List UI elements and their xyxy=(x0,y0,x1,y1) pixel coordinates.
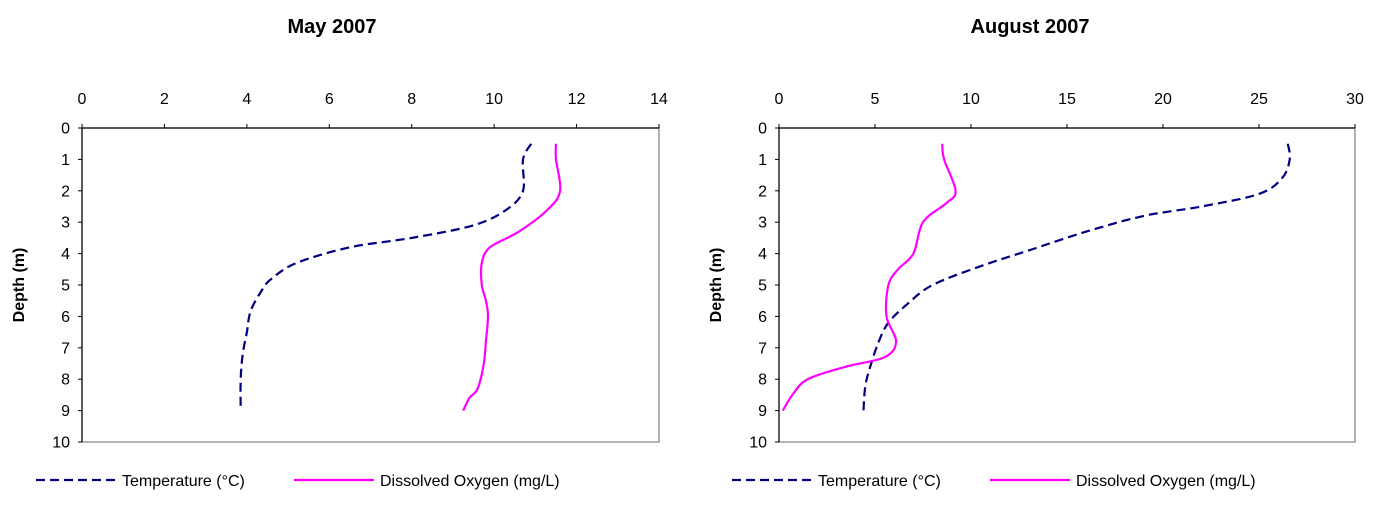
y-tick-label: 9 xyxy=(61,403,70,420)
plot-area xyxy=(81,127,660,443)
x-tick-label: 14 xyxy=(650,91,668,108)
y-tick-label: 1 xyxy=(758,152,767,169)
x-tick-label: 4 xyxy=(242,91,251,108)
x-tick-label: 15 xyxy=(1058,91,1076,108)
y-tick-label: 5 xyxy=(61,278,70,295)
y-tick-label: 8 xyxy=(758,372,767,389)
y-tick-label: 6 xyxy=(61,309,70,326)
series-line-dissolved-oxygen xyxy=(781,143,957,412)
series-line-dissolved-oxygen xyxy=(462,143,562,412)
y-tick-label: 3 xyxy=(758,215,767,232)
y-tick-label: 2 xyxy=(758,183,767,200)
y-tick-label: 10 xyxy=(52,435,70,452)
legend: Temperature (°C) Dissolved Oxygen (mg/L) xyxy=(36,473,560,490)
y-tick-label: 3 xyxy=(61,215,70,232)
x-tick-label: 10 xyxy=(962,91,980,108)
x-tick-label: 8 xyxy=(407,91,416,108)
x-tick-label: 30 xyxy=(1346,91,1364,108)
y-tick-label: 1 xyxy=(61,152,70,169)
x-tick-label: 2 xyxy=(160,91,169,108)
y-tick-label: 10 xyxy=(749,435,767,452)
y-tick-label: 5 xyxy=(758,278,767,295)
chart-2: August 2007 0 5 10 15 20 25 30 0 1 2 3 4 5 6 7 8 9 10 Depth… xyxy=(708,16,1364,490)
y-axis-label: Depth (m) xyxy=(708,248,725,323)
y-tick-label: 0 xyxy=(61,121,70,138)
y-tick-label: 7 xyxy=(61,340,70,357)
y-axis-label: Depth (m) xyxy=(11,248,28,323)
legend-label: Dissolved Oxygen (mg/L) xyxy=(380,473,560,490)
x-tick-label: 5 xyxy=(871,91,880,108)
x-tick-label: 0 xyxy=(78,91,87,108)
y-tick-label: 9 xyxy=(758,403,767,420)
y-tick-label: 6 xyxy=(758,309,767,326)
x-tick-label: 0 xyxy=(775,91,784,108)
y-tick-label: 0 xyxy=(758,121,767,138)
chart-title: August 2007 xyxy=(971,16,1090,38)
legend: Temperature (°C) Dissolved Oxygen (mg/L) xyxy=(732,473,1256,490)
legend-label: Dissolved Oxygen (mg/L) xyxy=(1076,473,1256,490)
chart-title: May 2007 xyxy=(288,16,377,38)
x-tick-label: 20 xyxy=(1154,91,1172,108)
y-tick-label: 4 xyxy=(61,246,70,263)
legend-label: Temperature (°C) xyxy=(818,473,941,490)
x-tick-label: 10 xyxy=(485,91,503,108)
series-line-temperature xyxy=(239,143,533,411)
y-tick-label: 2 xyxy=(61,183,70,200)
y-tick-label: 8 xyxy=(61,372,70,389)
y-tick-label: 4 xyxy=(758,246,767,263)
series-line-temperature xyxy=(862,143,1292,411)
x-tick-label: 12 xyxy=(568,91,586,108)
legend-label: Temperature (°C) xyxy=(122,473,245,490)
y-tick-label: 7 xyxy=(758,340,767,357)
x-tick-label: 6 xyxy=(325,91,334,108)
x-tick-label: 25 xyxy=(1250,91,1268,108)
